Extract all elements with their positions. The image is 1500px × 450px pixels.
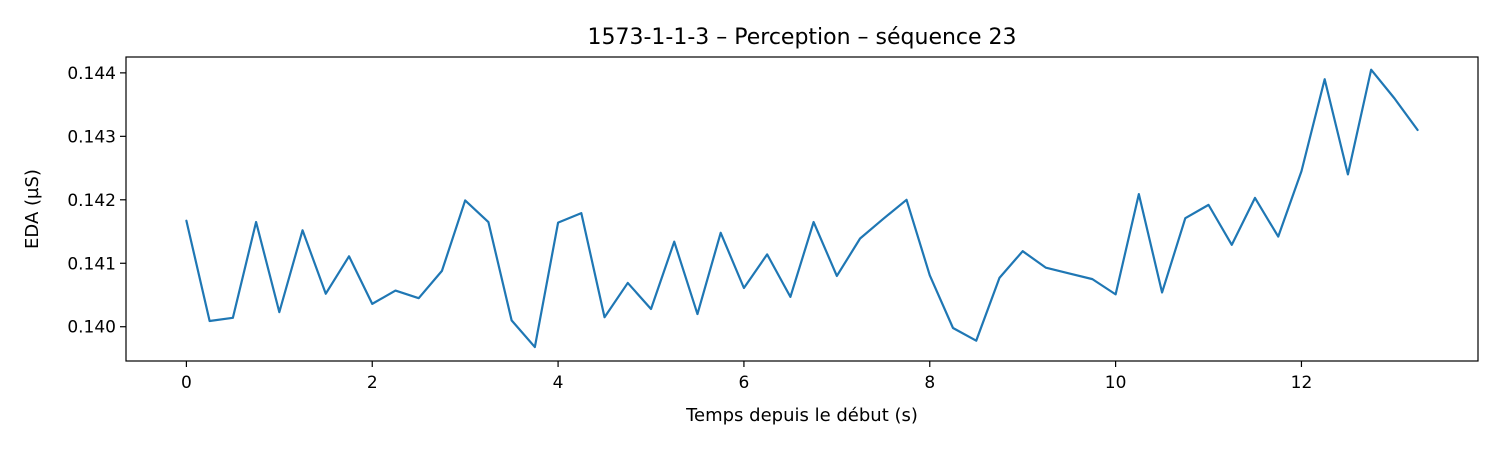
- data-point: [417, 296, 421, 300]
- data-point: [974, 339, 978, 343]
- data-point: [1137, 192, 1141, 196]
- data-point: [1253, 196, 1257, 200]
- chart-title: 1573-1-1-3 – Perception – séquence 23: [587, 25, 1016, 50]
- data-point: [393, 289, 397, 293]
- data-point: [672, 240, 676, 244]
- data-point: [1067, 271, 1071, 275]
- data-point: [1416, 128, 1420, 132]
- x-tick-label: 6: [739, 373, 750, 393]
- plot-area: [125, 56, 1479, 362]
- data-point: [1299, 169, 1303, 173]
- data-point: [486, 220, 490, 224]
- y-tick-label: 0.140: [67, 318, 116, 338]
- x-tick-label: 4: [553, 373, 564, 393]
- x-tick-label: 0: [181, 373, 192, 393]
- data-point: [301, 228, 305, 232]
- data-point: [1207, 203, 1211, 207]
- data-point: [1183, 216, 1187, 220]
- data-point: [951, 326, 955, 330]
- data-point: [1369, 68, 1373, 72]
- data-point: [812, 220, 816, 224]
- data-point: [1323, 77, 1327, 81]
- data-point: [1230, 243, 1234, 247]
- data-point: [370, 302, 374, 306]
- y-axis: 0.140 0.141 0.142 0.143 0.144: [67, 64, 126, 338]
- x-tick-label: 12: [1291, 373, 1313, 393]
- data-point: [765, 252, 769, 256]
- data-point: [1114, 292, 1118, 296]
- y-tick-label: 0.144: [67, 64, 116, 84]
- data-point: [1276, 235, 1280, 239]
- data-point: [208, 319, 212, 323]
- data-point: [742, 286, 746, 290]
- data-point: [277, 310, 281, 314]
- data-point: [533, 345, 537, 349]
- data-point: [603, 315, 607, 319]
- data-point: [347, 254, 351, 258]
- data-point: [695, 312, 699, 316]
- data-point: [556, 221, 560, 225]
- data-point: [1392, 96, 1396, 100]
- data-point: [324, 292, 328, 296]
- y-axis-label: EDA (µS): [22, 169, 43, 249]
- data-point: [788, 295, 792, 299]
- plot-frame: [125, 56, 1479, 362]
- x-tick-label: 2: [367, 373, 378, 393]
- data-point: [231, 316, 235, 320]
- eda-series-line: [185, 68, 1419, 349]
- data-point: [579, 211, 583, 215]
- data-point: [1021, 249, 1025, 253]
- data-point: [905, 198, 909, 202]
- data-point: [1090, 277, 1094, 281]
- data-point: [928, 273, 932, 277]
- data-point: [510, 318, 514, 322]
- x-tick-label: 8: [924, 373, 935, 393]
- x-tick-label: 10: [1105, 373, 1127, 393]
- data-point: [1044, 266, 1048, 270]
- x-axis-label: Temps depuis le début (s): [685, 405, 918, 426]
- data-point: [719, 231, 723, 235]
- data-point: [649, 307, 653, 311]
- y-tick-label: 0.142: [67, 191, 116, 211]
- x-axis: 0 2 4 6 8 10 12: [181, 361, 1312, 393]
- data-point: [254, 220, 258, 224]
- data-point: [440, 269, 444, 273]
- data-point: [184, 219, 188, 223]
- data-point: [858, 237, 862, 241]
- data-point: [881, 217, 885, 221]
- data-point: [1160, 290, 1164, 294]
- data-point: [463, 198, 467, 202]
- data-point: [1346, 172, 1350, 176]
- data-point: [835, 274, 839, 278]
- series-points: [184, 68, 1419, 349]
- y-tick-label: 0.141: [67, 254, 116, 274]
- y-tick-label: 0.143: [67, 127, 116, 147]
- data-point: [626, 281, 630, 285]
- data-point: [997, 276, 1001, 280]
